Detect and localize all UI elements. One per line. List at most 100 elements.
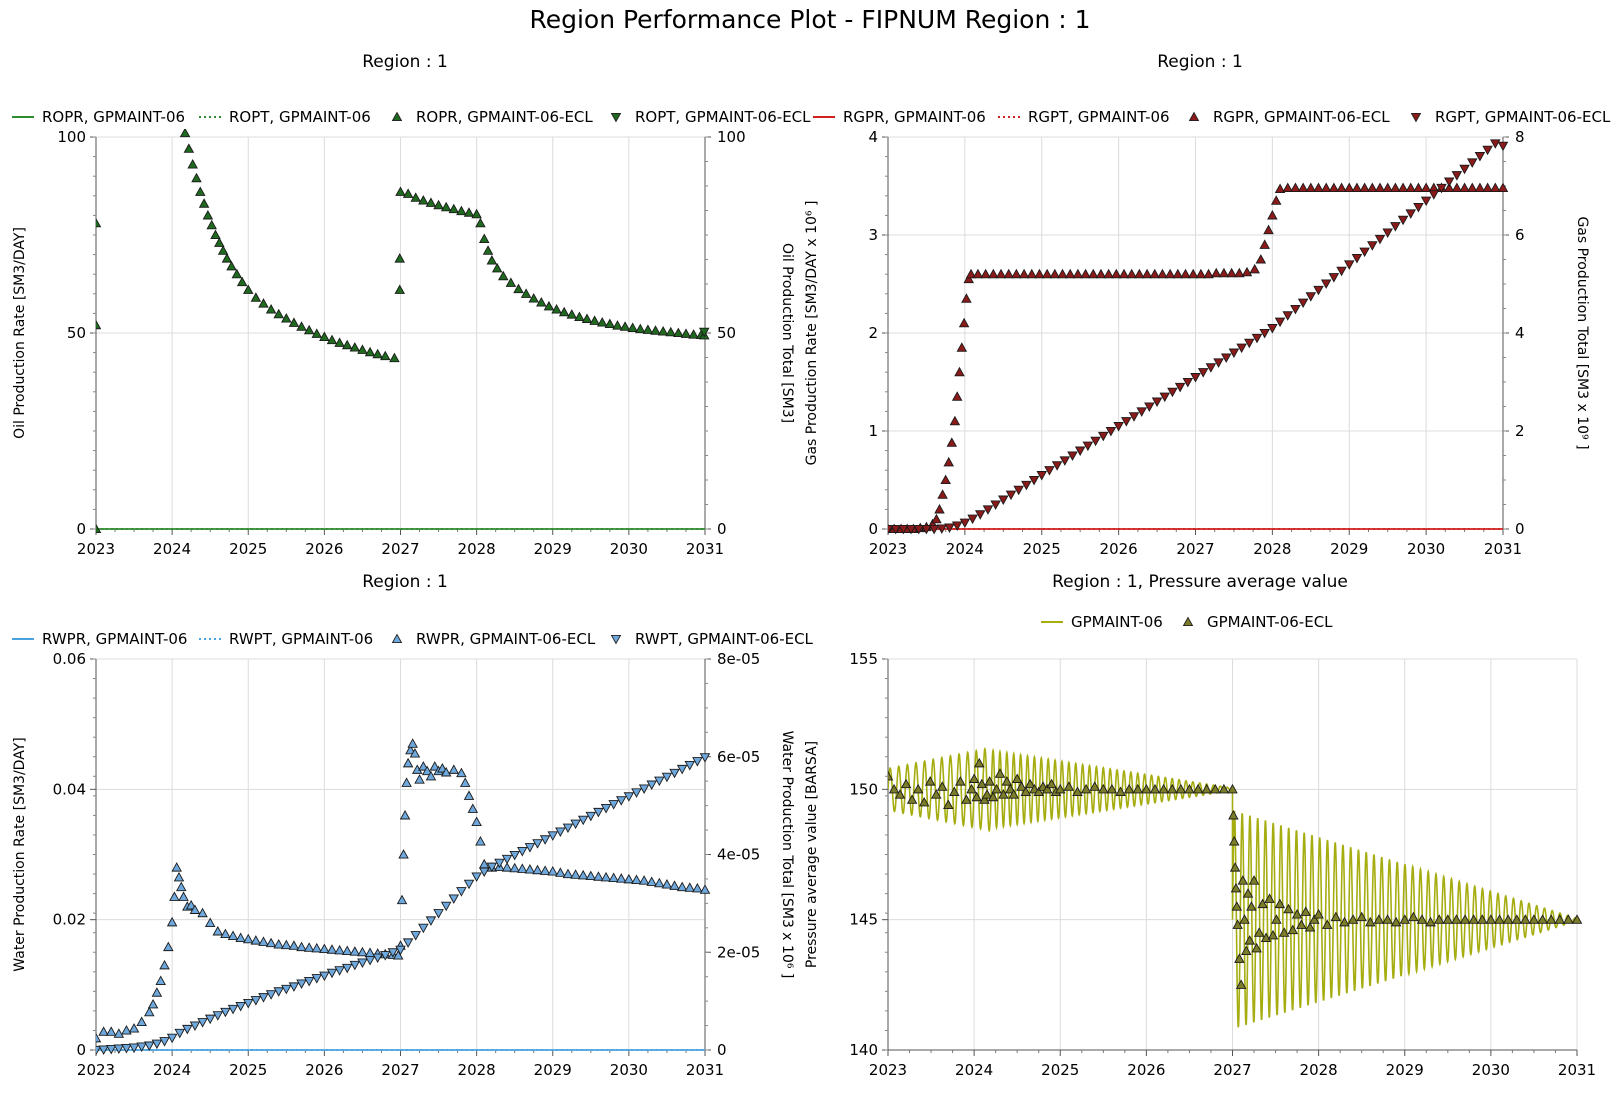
data-marker — [1106, 783, 1118, 794]
data-marker — [221, 253, 233, 263]
data-marker — [972, 268, 984, 279]
data-marker — [1115, 786, 1126, 796]
data-marker — [1442, 914, 1454, 924]
legend-label: RWPT, GPMAINT-06 — [229, 630, 373, 648]
data-marker — [147, 998, 159, 1009]
data-marker — [1113, 422, 1124, 432]
data-marker — [1343, 260, 1355, 270]
data-marker — [96, 1032, 102, 1043]
x-tick-label: 2023 — [77, 1061, 115, 1079]
data-marker — [539, 865, 551, 875]
data-marker — [1218, 783, 1230, 794]
x-tick-label: 2027 — [1213, 1061, 1251, 1079]
grid — [95, 658, 706, 1051]
data-marker — [387, 948, 399, 958]
data-marker — [505, 277, 517, 287]
data-marker — [398, 849, 409, 859]
x-tick-label: 2031 — [1558, 1061, 1596, 1079]
data-marker — [1042, 783, 1053, 794]
chart-pressure: Region : 1, Pressure average value 2023 20… — [804, 572, 1596, 1079]
data-marker — [894, 789, 906, 799]
data-marker — [930, 789, 942, 799]
data-marker — [303, 942, 315, 952]
data-marker — [1234, 953, 1245, 963]
data-marker — [1141, 783, 1152, 794]
data-marker — [1232, 919, 1243, 929]
data-marker — [1241, 945, 1252, 955]
x-tick-label: 2026 — [305, 540, 343, 558]
data-marker — [638, 784, 650, 794]
legend-marker — [391, 111, 403, 122]
data-marker — [600, 871, 612, 882]
data-marker — [235, 1001, 246, 1012]
data-marker — [1239, 914, 1250, 924]
data-marker — [1390, 182, 1401, 193]
data-marker — [394, 284, 406, 294]
data-marker — [551, 304, 562, 314]
data-marker — [1420, 182, 1432, 193]
data-marker — [1103, 268, 1114, 279]
data-marker — [1497, 141, 1509, 152]
data-marker — [1304, 922, 1316, 932]
data-marker — [673, 327, 684, 338]
data-marker — [173, 871, 185, 882]
data-marker — [1313, 182, 1324, 193]
data-marker — [1537, 914, 1548, 924]
data-marker — [1528, 914, 1540, 924]
data-marker — [475, 836, 486, 846]
data-marker — [1260, 932, 1272, 942]
data-marker — [1134, 268, 1145, 279]
data-marker — [303, 324, 315, 335]
data-marker — [987, 791, 999, 802]
data-marker — [1428, 190, 1440, 200]
data-marker — [448, 764, 460, 774]
data-marker — [974, 757, 985, 768]
y2-tick-label: 4 — [1515, 324, 1525, 342]
data-marker — [166, 1033, 178, 1044]
data-marker — [940, 474, 951, 485]
data-marker — [1474, 182, 1486, 193]
data-marker — [1373, 914, 1385, 924]
data-marker — [175, 881, 187, 892]
data-marker — [463, 207, 475, 217]
data-marker — [1149, 268, 1161, 279]
data-marker — [558, 306, 570, 317]
data-marker — [1001, 776, 1013, 786]
y-tick-label: 0.04 — [53, 780, 86, 798]
data-marker — [1390, 916, 1402, 927]
data-marker — [1036, 471, 1048, 481]
plot-area — [888, 139, 1509, 535]
data-marker — [197, 907, 208, 918]
data-marker — [1132, 783, 1144, 794]
data-marker — [1228, 348, 1240, 359]
data-marker — [600, 804, 612, 814]
data-marker — [448, 894, 460, 904]
data-marker — [227, 930, 239, 941]
data-marker — [478, 233, 490, 243]
data-marker — [961, 794, 972, 804]
data-marker — [1485, 914, 1497, 924]
data-marker — [619, 321, 631, 331]
data-marker — [372, 348, 383, 359]
legend: GPMAINT-06 GPMAINT-06-ECL — [1041, 613, 1333, 631]
data-marker — [265, 937, 277, 948]
data-marker — [159, 1037, 170, 1047]
data-marker — [646, 876, 657, 886]
data-marker — [1405, 182, 1417, 193]
data-marker — [1267, 929, 1279, 940]
data-marker — [250, 292, 262, 302]
data-marker — [1367, 182, 1378, 193]
data-marker — [198, 198, 210, 208]
data-marker — [912, 783, 924, 794]
data-marker — [1328, 273, 1340, 283]
data-marker — [1067, 451, 1078, 461]
data-marker — [334, 966, 345, 976]
data-marker — [501, 862, 513, 872]
data-marker — [1278, 927, 1290, 937]
data-marker — [220, 1007, 231, 1018]
data-marker — [684, 882, 696, 892]
x-tick-label: 2023 — [869, 540, 907, 558]
data-marker — [421, 765, 433, 776]
window-title: Region Performance Plot - FIPNUM Region … — [529, 5, 1090, 34]
